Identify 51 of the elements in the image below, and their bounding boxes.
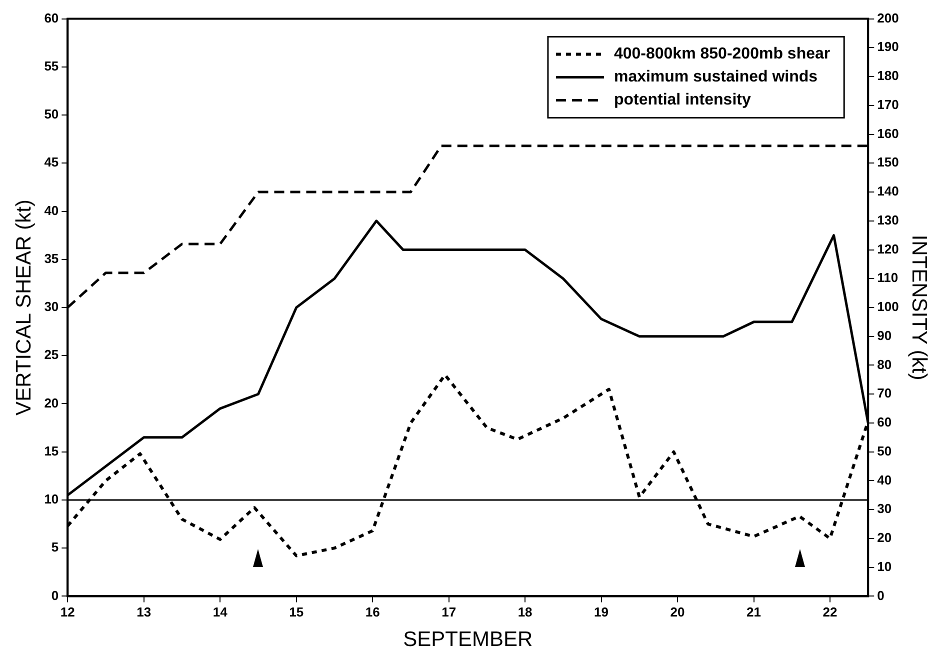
y2-tick-label: 120 [877,241,899,256]
y2-axis-title: INTENSITY (kt) [908,234,931,380]
y2-tick-label: 90 [877,328,892,343]
y2-tick-label: 20 [877,530,892,546]
x-tick-label: 21 [746,604,761,620]
y-tick-label: 25 [44,347,59,362]
y-tick-label: 40 [44,202,59,218]
y-tick-label: 50 [44,106,59,122]
y2-tick-label: 80 [877,356,892,372]
legend-label: potential intensity [614,92,751,109]
y-tick-label: 20 [44,395,59,410]
y2-tick-label: 130 [877,212,899,228]
y2-tick-label: 10 [877,558,892,574]
y2-tick-label: 170 [877,96,899,112]
y-tick-label: 30 [44,299,59,314]
legend-label: maximum sustained winds [614,68,818,86]
x-tick-label: 17 [442,604,456,620]
x-tick-label: 15 [289,604,304,620]
y2-tick-label: 100 [877,299,899,314]
y2-tick-label: 60 [877,414,892,430]
y-axis-title: VERTICAL SHEAR (kt) [12,200,36,416]
x-tick-label: 18 [518,604,532,620]
x-tick-label: 20 [670,604,685,620]
y2-tick-label: 30 [877,501,892,516]
x-axis-title: SEPTEMBER [403,628,533,652]
x-tick-label: 19 [594,604,609,620]
y2-tick-label: 140 [877,184,899,199]
y2-tick-label: 110 [877,270,898,286]
y-tick-label: 0 [51,588,59,603]
x-tick-label: 12 [60,604,75,620]
y-tick-label: 10 [44,492,59,507]
y2-tick-label: 160 [877,126,899,141]
y2-tick-label: 190 [877,39,899,54]
x-tick-label: 22 [822,604,838,620]
legend-label: 400-800km 850-200mb shear [614,46,830,63]
y2-tick-label: 50 [877,443,892,458]
y-tick-label: 15 [44,443,59,458]
y2-tick-label: 180 [877,68,899,84]
y2-tick-label: 40 [877,472,892,488]
y-tick-label: 5 [51,540,59,555]
x-tick-label: 16 [365,604,380,620]
y2-tick-label: 0 [877,588,884,603]
y-tick-label: 60 [44,10,59,26]
y-tick-label: 45 [44,154,59,170]
y2-tick-label: 70 [877,386,892,401]
y2-tick-label: 200 [877,10,899,26]
x-tick-label: 13 [136,604,152,620]
y-tick-label: 55 [44,58,59,74]
y2-tick-label: 150 [877,154,899,170]
y-tick-label: 35 [44,250,59,266]
x-tick-label: 14 [212,604,228,620]
